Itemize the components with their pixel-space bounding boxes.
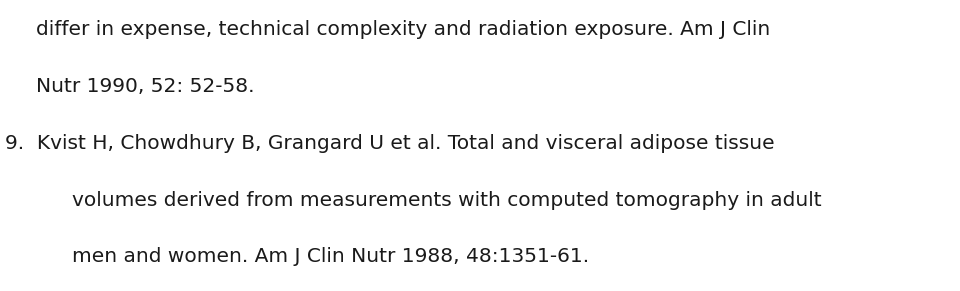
Text: volumes derived from measurements with computed tomography in adult: volumes derived from measurements with c… xyxy=(72,191,822,210)
Text: 9.  Kvist H, Chowdhury B, Grangard U et al. Total and visceral adipose tissue: 9. Kvist H, Chowdhury B, Grangard U et a… xyxy=(5,134,775,153)
Text: Nutr 1990, 52: 52-58.: Nutr 1990, 52: 52-58. xyxy=(36,77,255,96)
Text: differ in expense, technical complexity and radiation exposure. Am J Clin: differ in expense, technical complexity … xyxy=(36,20,771,39)
Text: men and women. Am J Clin Nutr 1988, 48:1351-61.: men and women. Am J Clin Nutr 1988, 48:1… xyxy=(72,247,589,266)
